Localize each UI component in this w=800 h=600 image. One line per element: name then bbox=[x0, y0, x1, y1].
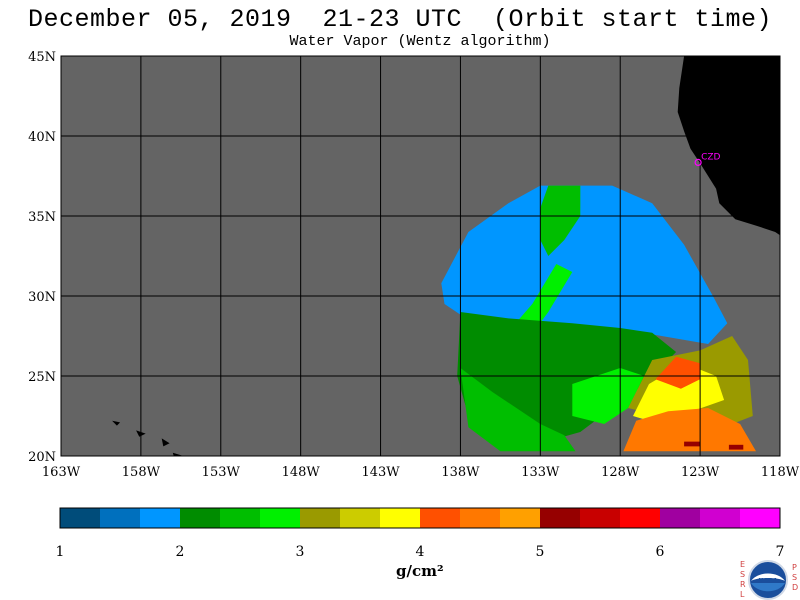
land-island-1 bbox=[112, 420, 121, 426]
colorbar-bin bbox=[540, 508, 581, 528]
lat-label: 40N bbox=[28, 130, 56, 145]
colorbar-bin bbox=[740, 508, 781, 528]
lon-label: 123W bbox=[681, 465, 720, 480]
lon-label: 128W bbox=[601, 465, 640, 480]
logo-letter: E bbox=[740, 560, 745, 569]
wv-region-1 bbox=[468, 264, 573, 368]
logo-letter: R bbox=[740, 580, 746, 589]
colorbar-bin bbox=[60, 508, 101, 528]
colorbar-bin bbox=[180, 508, 221, 528]
logo-letter: D bbox=[792, 583, 798, 592]
lon-label: 163W bbox=[42, 465, 81, 480]
longitude-labels: 163W 158W 153W 148W 143W 138W 133W 128W 123W 118W bbox=[42, 465, 800, 480]
lon-label: 143W bbox=[361, 465, 400, 480]
wv-region-9 bbox=[623, 408, 756, 452]
colorbar-tick-label: 3 bbox=[296, 544, 305, 560]
land-north-america bbox=[677, 56, 780, 236]
colorbar bbox=[59, 507, 781, 529]
wv-region-2 bbox=[540, 185, 581, 256]
colorbar-tick-label: 7 bbox=[776, 544, 785, 560]
colorbar-bin bbox=[660, 508, 701, 528]
map-subtitle: Water Vapor (Wentz algorithm) bbox=[289, 33, 551, 50]
colorbar-tick-label: 5 bbox=[536, 544, 545, 560]
noaa-seal bbox=[748, 560, 788, 600]
land-island-3 bbox=[161, 438, 170, 447]
logo-letter: P bbox=[792, 563, 797, 572]
colorbar-bin bbox=[340, 508, 381, 528]
lat-label: 35N bbox=[28, 210, 56, 225]
wv-region-10 bbox=[684, 441, 701, 447]
colorbar-bin bbox=[420, 508, 461, 528]
wv-region-7 bbox=[633, 363, 725, 424]
lat-label: 30N bbox=[28, 290, 56, 305]
wv-region-11 bbox=[728, 444, 744, 450]
lon-label: 138W bbox=[441, 465, 480, 480]
colorbar-bin bbox=[140, 508, 181, 528]
wv-region-0 bbox=[441, 185, 728, 344]
lat-label: 20N bbox=[28, 450, 56, 465]
colorbar-tick-label: 2 bbox=[176, 544, 185, 560]
noaa-seal-lower bbox=[751, 583, 785, 592]
wv-region-5 bbox=[572, 368, 645, 424]
colorbar-tick-labels: 1 2 3 4 5 6 7 bbox=[56, 544, 785, 560]
noaa-seal-bird bbox=[751, 573, 785, 581]
colorbar-tick-label: 6 bbox=[656, 544, 665, 560]
colorbar-bin bbox=[580, 508, 621, 528]
logo-psd-letters: PSD bbox=[792, 563, 798, 592]
lon-label: 148W bbox=[282, 465, 321, 480]
latitude-labels: 20N 25N 30N 35N 40N 45N bbox=[28, 50, 56, 465]
lon-label: 158W bbox=[122, 465, 161, 480]
wv-region-8 bbox=[655, 356, 701, 389]
units-label: g/cm² bbox=[396, 562, 444, 580]
plot-frame bbox=[60, 55, 781, 457]
colorbar-bin bbox=[460, 508, 501, 528]
colorbar-bin bbox=[100, 508, 141, 528]
colorbar-bin bbox=[260, 508, 301, 528]
water-vapor-field bbox=[441, 185, 756, 452]
colorbar-bin bbox=[500, 508, 541, 528]
colorbar-bin bbox=[380, 508, 421, 528]
map-title: December 05, 2019 21-23 UTC (Orbit start… bbox=[27, 5, 773, 34]
colorbar-bin bbox=[620, 508, 661, 528]
noaa-seal-text: NOAA bbox=[758, 578, 778, 585]
logo-letter: S bbox=[740, 570, 745, 579]
lat-lon-grid bbox=[61, 56, 780, 456]
lon-label: 153W bbox=[202, 465, 241, 480]
logo-letter: S bbox=[792, 573, 797, 582]
station-marker-icon bbox=[694, 158, 702, 166]
lat-label: 25N bbox=[28, 370, 56, 385]
colorbar-tick-label: 4 bbox=[416, 544, 425, 560]
colorbar-bin bbox=[300, 508, 341, 528]
station-marker-group: CZD bbox=[694, 152, 721, 166]
colorbar-bin bbox=[220, 508, 261, 528]
logo-letter: L bbox=[740, 590, 745, 599]
colorbar-tick-label: 1 bbox=[56, 544, 65, 560]
lat-label: 45N bbox=[28, 50, 56, 65]
colorbar-bin bbox=[700, 508, 741, 528]
lon-label: 133W bbox=[521, 465, 560, 480]
colorbar-frame bbox=[59, 507, 781, 529]
lon-label: 118W bbox=[761, 465, 800, 480]
station-label: CZD bbox=[701, 152, 720, 162]
land-island-4 bbox=[172, 452, 184, 456]
wv-region-4 bbox=[460, 368, 576, 452]
